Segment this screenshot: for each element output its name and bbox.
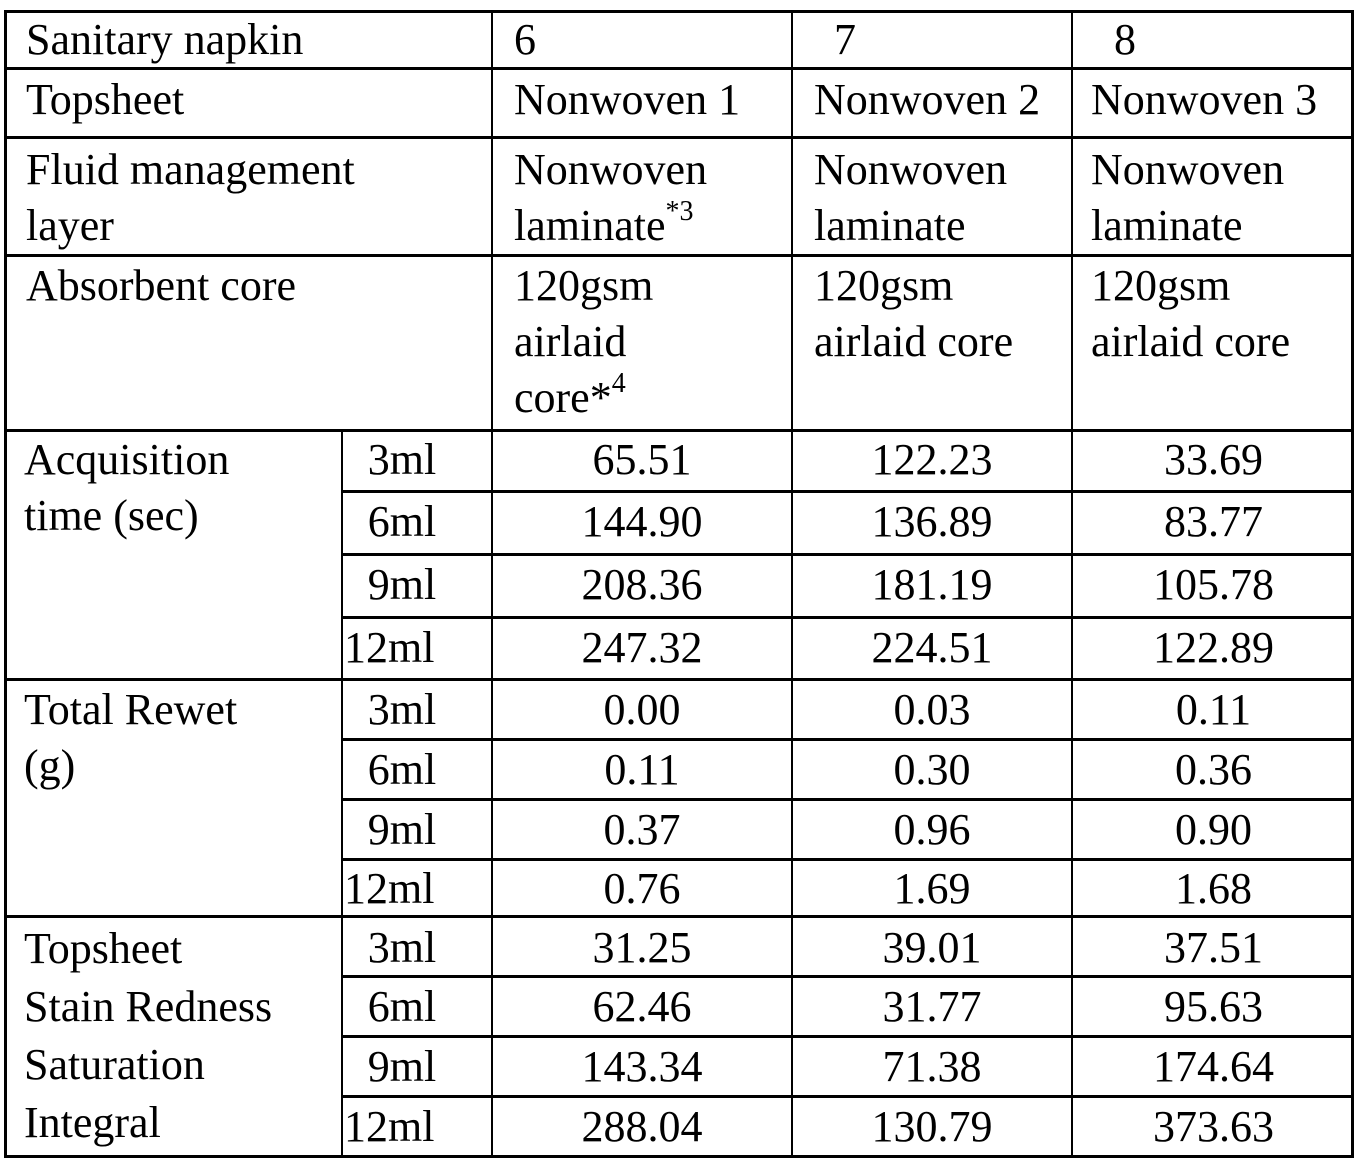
value-cell: 105.78: [1073, 557, 1354, 613]
group-label-total-rewet: Total Rewet (g): [24, 682, 237, 794]
volume-label: 12ml: [344, 1099, 434, 1155]
value-cell: 224.51: [793, 620, 1071, 676]
volume-label: 6ml: [343, 742, 461, 798]
value-cell: 181.19: [793, 557, 1071, 613]
subrow-divider: [342, 616, 1354, 619]
volume-label: 12ml: [344, 620, 434, 676]
value-cell: 122.89: [1073, 620, 1354, 676]
value-cell: 247.32: [493, 620, 791, 676]
fml-6: Nonwoven laminate*3: [514, 142, 707, 254]
value-cell: 31.77: [793, 979, 1071, 1035]
row-divider: [4, 254, 1354, 257]
value-cell: 144.90: [493, 494, 791, 550]
value-cell: 0.36: [1073, 742, 1354, 798]
value-cell: 130.79: [793, 1099, 1071, 1155]
value-cell: 1.68: [1073, 861, 1354, 917]
volume-label: 3ml: [343, 432, 461, 488]
value-cell: 39.01: [793, 920, 1071, 976]
group-label-stain-redness: Topsheet Stain Redness Saturation Integr…: [24, 920, 272, 1152]
napkin-8: 8: [1114, 12, 1136, 68]
core-7: 120gsm airlaid core: [814, 258, 1013, 370]
value-cell: 373.63: [1073, 1099, 1354, 1155]
value-cell: 0.76: [493, 861, 791, 917]
subrow-divider: [342, 553, 1354, 556]
value-cell: 136.89: [793, 494, 1071, 550]
subrow-divider: [342, 798, 1354, 801]
value-cell: 0.03: [793, 682, 1071, 738]
volume-label: 9ml: [343, 802, 461, 858]
row-label-sanitary-napkin: Sanitary napkin: [26, 12, 303, 68]
value-cell: 1.69: [793, 861, 1071, 917]
core-8: 120gsm airlaid core: [1091, 258, 1290, 370]
value-cell: 31.25: [493, 920, 791, 976]
row-label-absorbent-core: Absorbent core: [26, 258, 296, 314]
subrow-divider: [342, 738, 1354, 741]
row-divider: [4, 678, 1354, 681]
value-cell: 0.11: [1073, 682, 1354, 738]
volume-label: 9ml: [343, 1039, 461, 1095]
volume-label: 9ml: [343, 557, 461, 613]
subrow-divider: [342, 1035, 1354, 1038]
fml-8: Nonwoven laminate: [1091, 142, 1284, 254]
value-cell: 122.23: [793, 432, 1071, 488]
subrow-divider: [342, 490, 1354, 493]
topsheet-8: Nonwoven 3: [1091, 72, 1317, 128]
topsheet-6: Nonwoven 1: [514, 72, 740, 128]
footnote-marker: *3: [666, 196, 694, 227]
value-cell: 0.00: [493, 682, 791, 738]
topsheet-7: Nonwoven 2: [814, 72, 1040, 128]
value-cell: 37.51: [1073, 920, 1354, 976]
value-cell: 0.37: [493, 802, 791, 858]
napkin-6: 6: [514, 12, 536, 68]
napkin-7: 7: [834, 12, 856, 68]
value-cell: 0.30: [793, 742, 1071, 798]
group-label-acquisition-time: Acquisition time (sec): [24, 432, 229, 544]
value-cell: 62.46: [493, 979, 791, 1035]
fml-7: Nonwoven laminate: [814, 142, 1007, 254]
footnote-marker: 4: [612, 368, 626, 399]
subrow-divider: [342, 1095, 1354, 1098]
volume-label: 3ml: [343, 682, 461, 738]
value-cell: 65.51: [493, 432, 791, 488]
volume-label: 6ml: [343, 979, 461, 1035]
value-cell: 143.34: [493, 1039, 791, 1095]
value-cell: 33.69: [1073, 432, 1354, 488]
value-cell: 83.77: [1073, 494, 1354, 550]
core-6: 120gsm airlaid core*4: [514, 258, 653, 426]
value-cell: 288.04: [493, 1099, 791, 1155]
row-divider: [4, 136, 1354, 139]
row-label-fluid-management: Fluid management layer: [26, 142, 355, 254]
value-cell: 174.64: [1073, 1039, 1354, 1095]
value-cell: 71.38: [793, 1039, 1071, 1095]
volume-label: 12ml: [344, 861, 434, 917]
value-cell: 0.96: [793, 802, 1071, 858]
volume-label: 3ml: [343, 920, 461, 976]
value-cell: 0.11: [493, 742, 791, 798]
volume-label: 6ml: [343, 494, 461, 550]
value-cell: 95.63: [1073, 979, 1354, 1035]
value-cell: 0.90: [1073, 802, 1354, 858]
value-cell: 208.36: [493, 557, 791, 613]
row-label-topsheet: Topsheet: [26, 72, 184, 128]
